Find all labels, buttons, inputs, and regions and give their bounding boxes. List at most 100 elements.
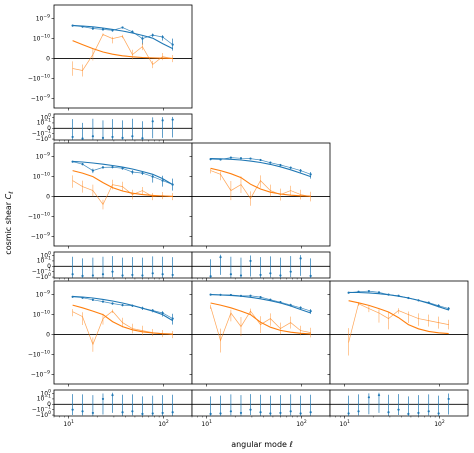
e-mode-point [111, 302, 114, 305]
residual-point [91, 274, 94, 277]
e-mode-point [397, 294, 400, 297]
residual-point [101, 136, 105, 139]
y-axis-label: cosmic shear Cℓ [4, 191, 15, 254]
residual-point [299, 412, 302, 415]
residual-y-tick-label: 0 [47, 263, 51, 270]
e-mode-point [141, 307, 144, 310]
e-mode-point [111, 29, 114, 32]
e-mode-point [299, 169, 302, 172]
b-mode-model-line [72, 40, 173, 59]
e-mode-point [239, 157, 243, 160]
panel-3-3: 101 102 [327, 280, 469, 428]
e-mode-point [101, 28, 105, 31]
e-mode-point [259, 158, 262, 162]
residual-point [427, 410, 430, 413]
e-mode-model-line [210, 158, 311, 178]
y-tick-label: 0 [46, 194, 50, 201]
y-tick-label: −10−9 [31, 231, 50, 240]
residual-point [239, 274, 243, 277]
main-frame [53, 280, 193, 385]
residual-y-tick-label: −10−1 [32, 266, 51, 275]
e-mode-point [249, 157, 252, 160]
residual-point [121, 136, 124, 139]
e-mode-point [151, 33, 154, 37]
e-mode-point [309, 173, 312, 176]
y-tick-label: −10−10 [28, 212, 50, 221]
residual-point [81, 137, 84, 140]
residual-point [259, 273, 262, 277]
y-tick-label: −10−9 [31, 93, 50, 102]
residual-point [131, 135, 134, 138]
residual-point [309, 411, 312, 414]
residual-point [209, 275, 212, 278]
e-mode-point [161, 311, 164, 315]
x-tick-label: 102 [434, 419, 445, 428]
main-frame [53, 4, 193, 109]
e-mode-point [171, 183, 174, 186]
residual-y-tick-label: 10−1 [37, 256, 51, 265]
e-mode-point [367, 290, 370, 293]
e-mode-point [279, 301, 282, 304]
residual-point [171, 118, 174, 121]
y-tick-label: −10−9 [31, 369, 50, 378]
e-mode-point [289, 166, 292, 169]
residual-point [229, 273, 232, 276]
residual-y-tick-label: 10−1 [37, 394, 51, 403]
residual-y-tick-label: −100 [35, 272, 51, 281]
residual-point [367, 396, 370, 399]
residual-point [387, 411, 390, 414]
e-mode-point [209, 293, 212, 296]
residual-y-tick-label: 100 [40, 388, 51, 397]
y-tick-label: 10−9 [36, 152, 50, 161]
residual-point [219, 256, 222, 259]
e-mode-point [447, 307, 450, 310]
residual-frame [191, 251, 331, 279]
residual-point [299, 257, 302, 260]
residual-point [71, 273, 74, 276]
e-mode-point [289, 303, 292, 307]
residual-point [131, 273, 134, 277]
e-mode-point [131, 170, 134, 174]
residual-point [309, 274, 312, 277]
b-mode-model-line [210, 167, 311, 197]
e-mode-point [141, 37, 144, 40]
y-tick-label: 10−9 [36, 14, 50, 23]
e-mode-point [151, 175, 154, 178]
residual-point [279, 274, 282, 277]
e-mode-point [71, 160, 74, 163]
e-mode-point [121, 303, 124, 307]
main-frame [53, 142, 193, 247]
e-mode-point [309, 309, 312, 313]
residual-point [71, 135, 74, 139]
residual-y-tick-label: −100 [35, 134, 51, 143]
residual-point [121, 411, 124, 414]
residual-point [141, 412, 144, 415]
residual-point [249, 259, 252, 263]
residual-point [161, 119, 164, 122]
residual-point [357, 410, 360, 413]
e-mode-point [417, 299, 420, 302]
residual-point [347, 412, 350, 415]
e-mode-point [161, 35, 164, 39]
residual-point [141, 274, 144, 277]
e-mode-point [131, 304, 134, 307]
residual-point [269, 412, 272, 415]
e-mode-point [91, 169, 94, 172]
residual-point [111, 135, 114, 139]
residual-point [151, 412, 154, 415]
residual-point [229, 410, 232, 413]
residual-point [121, 274, 124, 277]
residual-point [81, 410, 84, 413]
e-mode-point [121, 167, 124, 170]
e-mode-point [91, 298, 94, 301]
main-frame [329, 280, 469, 385]
e-mode-point [407, 296, 410, 300]
residual-point [209, 412, 212, 415]
residual-y-tick-label: 0 [47, 125, 51, 132]
y-tick-label: 0 [46, 332, 50, 339]
e-mode-model-line [72, 295, 173, 322]
residual-point [289, 270, 292, 273]
residual-point [437, 412, 440, 415]
y-tick-label: −10−10 [28, 350, 50, 359]
residual-point [101, 273, 105, 276]
